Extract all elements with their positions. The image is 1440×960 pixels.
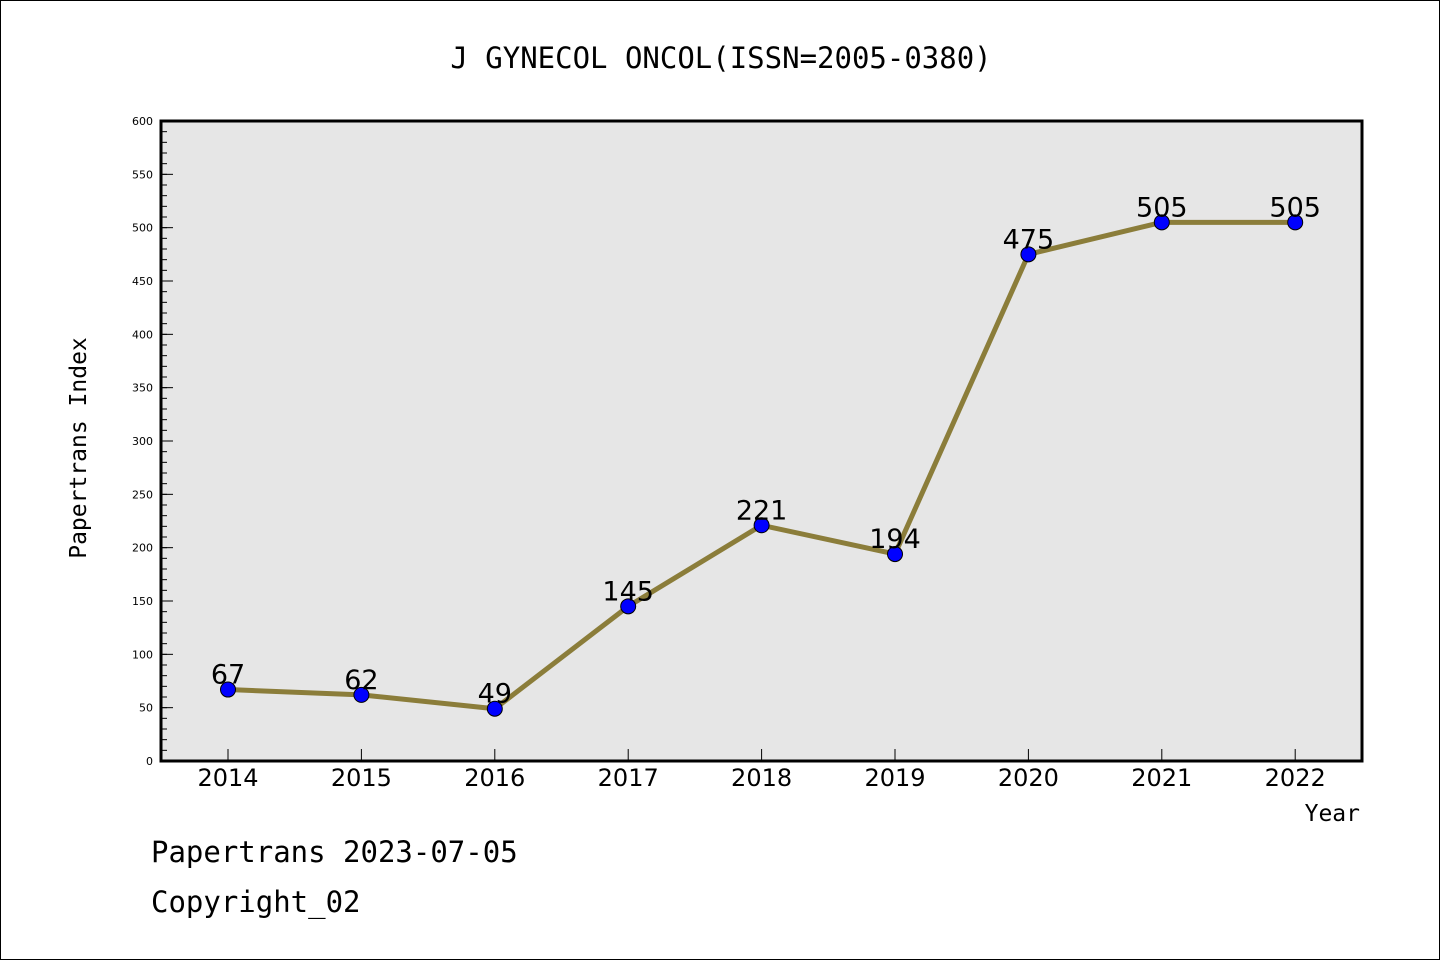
- data-point: [887, 546, 903, 563]
- data-label: 221: [736, 495, 788, 526]
- source-date-text: Papertrans 2023-07-05: [151, 835, 518, 869]
- data-labels: 67 62 49 145 221 194 475 505 505: [211, 192, 1321, 709]
- copyright-text: Copyright_02: [151, 885, 361, 919]
- y-tick-label: 500: [132, 222, 153, 235]
- x-tick-label: 2014: [197, 764, 258, 792]
- data-point: [753, 517, 770, 534]
- data-point: [1287, 214, 1304, 231]
- chart-title: J GYNECOL ONCOL(ISSN=2005-0380): [450, 41, 991, 75]
- x-tick-label: 2018: [731, 764, 792, 792]
- x-tick-label: 2021: [1131, 764, 1192, 792]
- x-tick-label: 2019: [864, 764, 925, 792]
- x-axis-label: Year: [1305, 801, 1360, 827]
- data-point: [1153, 214, 1170, 231]
- data-point: [220, 681, 236, 698]
- y-tick-label: 550: [132, 168, 153, 181]
- data-label: 194: [869, 524, 921, 555]
- y-axis-ticks: 0 50 100 150 200 250 300 350 400 450 500 550 600: [132, 115, 173, 768]
- y-tick-label: 50: [139, 702, 153, 715]
- y-axis-label: Papertrans Index: [66, 337, 92, 559]
- x-tick-label: 2015: [331, 764, 392, 792]
- x-tick-label: 2016: [464, 764, 525, 792]
- data-point: [353, 686, 370, 703]
- y-tick-label: 0: [146, 755, 153, 768]
- data-label: 505: [1136, 192, 1188, 223]
- data-point: [620, 598, 637, 615]
- y-tick-label: 450: [132, 275, 153, 288]
- x-axis-ticks: 2014 2015 2016 2017 2018 2019 2020 2021 2022: [197, 749, 1326, 792]
- x-tick-label: 2020: [998, 764, 1059, 792]
- data-point: [486, 700, 503, 717]
- y-tick-label: 250: [132, 488, 153, 501]
- data-label: 67: [211, 660, 245, 691]
- y-tick-label: 350: [132, 382, 153, 395]
- data-label: 145: [602, 576, 654, 607]
- data-label: 475: [1003, 224, 1055, 255]
- series-markers: [220, 214, 1304, 717]
- data-label: 62: [344, 665, 378, 696]
- y-tick-label: 600: [132, 115, 153, 128]
- y-tick-label: 200: [132, 542, 153, 555]
- y-tick-label: 400: [132, 328, 153, 341]
- data-point: [1020, 246, 1037, 263]
- x-tick-label: 2017: [598, 764, 659, 792]
- y-tick-label: 100: [132, 648, 153, 661]
- y-tick-label: 300: [132, 435, 153, 448]
- data-label: 505: [1269, 192, 1321, 223]
- x-tick-label: 2022: [1265, 764, 1326, 792]
- y-tick-label: 150: [132, 595, 153, 608]
- data-label: 49: [478, 679, 512, 710]
